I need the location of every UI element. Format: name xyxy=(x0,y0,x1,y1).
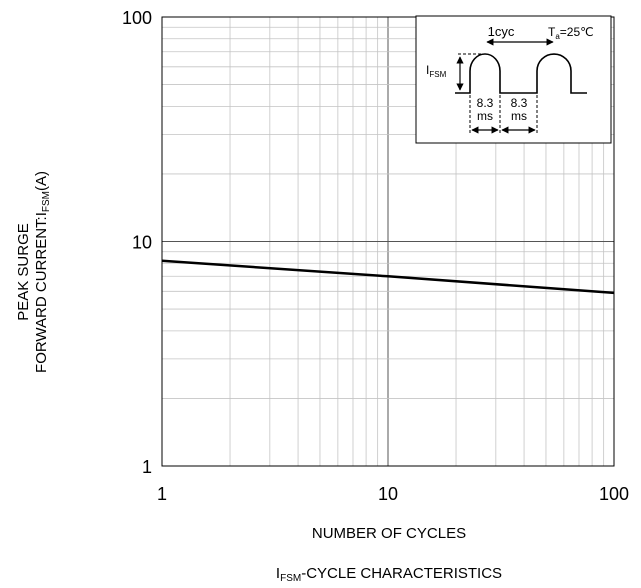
y-tick-label: 10 xyxy=(132,233,152,253)
series-line xyxy=(161,259,615,295)
waveform-inset: IFSM 1cyc Ta=25℃ 8.3 ms 8.3 ms xyxy=(415,15,612,144)
x-axis-label: NUMBER OF CYCLES xyxy=(312,525,466,542)
period1-value: 8.3 xyxy=(477,96,494,110)
temperature-label: Ta=25℃ xyxy=(548,25,594,41)
y-axis-label-line1: PEAK SURGE xyxy=(15,223,32,321)
y-axis-label-line2: FORWARD CURRENT:IFSM(A) xyxy=(33,171,52,373)
inset-frame xyxy=(415,15,612,144)
y-tick-label: 100 xyxy=(122,8,152,28)
current-label: IFSM xyxy=(426,63,447,79)
period2-unit: ms xyxy=(511,109,527,123)
cycle-label: 1cyc xyxy=(488,24,515,39)
chart-caption: IFSM-CYCLE CHARACTERISTICS xyxy=(276,565,502,584)
period2-value: 8.3 xyxy=(511,96,528,110)
tick-labels: 1 10 100 1 10 100 xyxy=(122,8,629,504)
x-tick-label: 1 xyxy=(157,484,167,504)
half-sine-waveform xyxy=(455,53,587,94)
x-tick-label: 100 xyxy=(599,484,629,504)
x-tick-label: 10 xyxy=(378,484,398,504)
period1-unit: ms xyxy=(477,109,493,123)
y-tick-label: 1 xyxy=(142,457,152,477)
plot-border xyxy=(161,16,615,467)
